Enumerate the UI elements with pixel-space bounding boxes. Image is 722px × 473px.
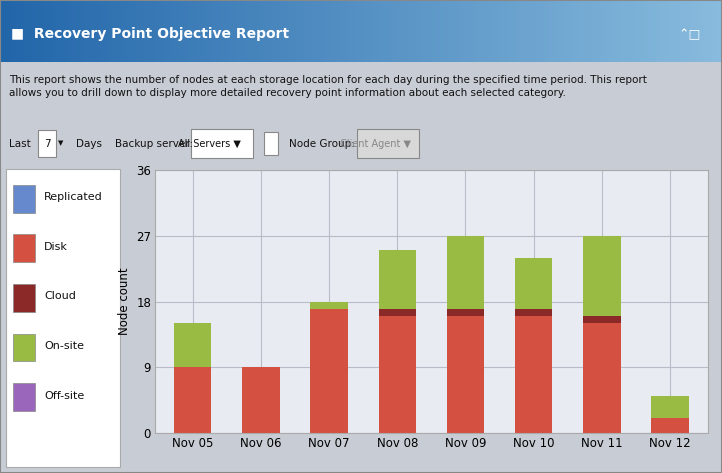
Text: Client Agent ▼: Client Agent ▼ [340,139,411,149]
Bar [447,316,484,433]
Bar [12,383,35,411]
Bar [447,236,484,309]
Bar [583,324,621,433]
Text: ▼: ▼ [58,140,63,147]
Bar [515,258,552,309]
Bar [378,251,416,309]
Text: This report shows the number of nodes at each storage location for each day duri: This report shows the number of nodes at… [9,75,646,98]
Bar [583,236,621,316]
Bar [447,309,484,316]
Bar [651,418,689,433]
Text: Off-site: Off-site [44,391,84,401]
Bar [583,316,621,324]
Bar [174,367,212,433]
Text: Days    Backup server:: Days Backup server: [76,139,193,149]
Bar [191,129,253,158]
Text: ■  Recovery Point Objective Report: ■ Recovery Point Objective Report [11,27,289,41]
Text: On-site: On-site [44,341,84,351]
Bar [12,333,35,361]
Bar [264,132,278,155]
Text: Node Group:: Node Group: [289,139,355,149]
Bar [174,324,212,367]
Bar [12,185,35,213]
Text: 7: 7 [43,139,51,149]
Bar [378,316,416,433]
Bar [378,309,416,316]
Bar [515,309,552,316]
Bar [242,367,279,433]
Text: ⌃□: ⌃□ [678,28,700,41]
Bar [310,302,348,309]
Bar [515,316,552,433]
Text: Cloud: Cloud [44,291,76,301]
Text: Last: Last [9,139,30,149]
Text: Disk: Disk [44,242,68,252]
Text: All Servers ▼: All Servers ▼ [178,139,241,149]
Bar [38,130,56,158]
Bar [651,396,689,418]
Bar [12,284,35,312]
Bar [310,309,348,433]
Bar [357,129,419,158]
Text: Replicated: Replicated [44,192,103,202]
Y-axis label: Node count: Node count [118,268,131,335]
Bar [12,235,35,263]
